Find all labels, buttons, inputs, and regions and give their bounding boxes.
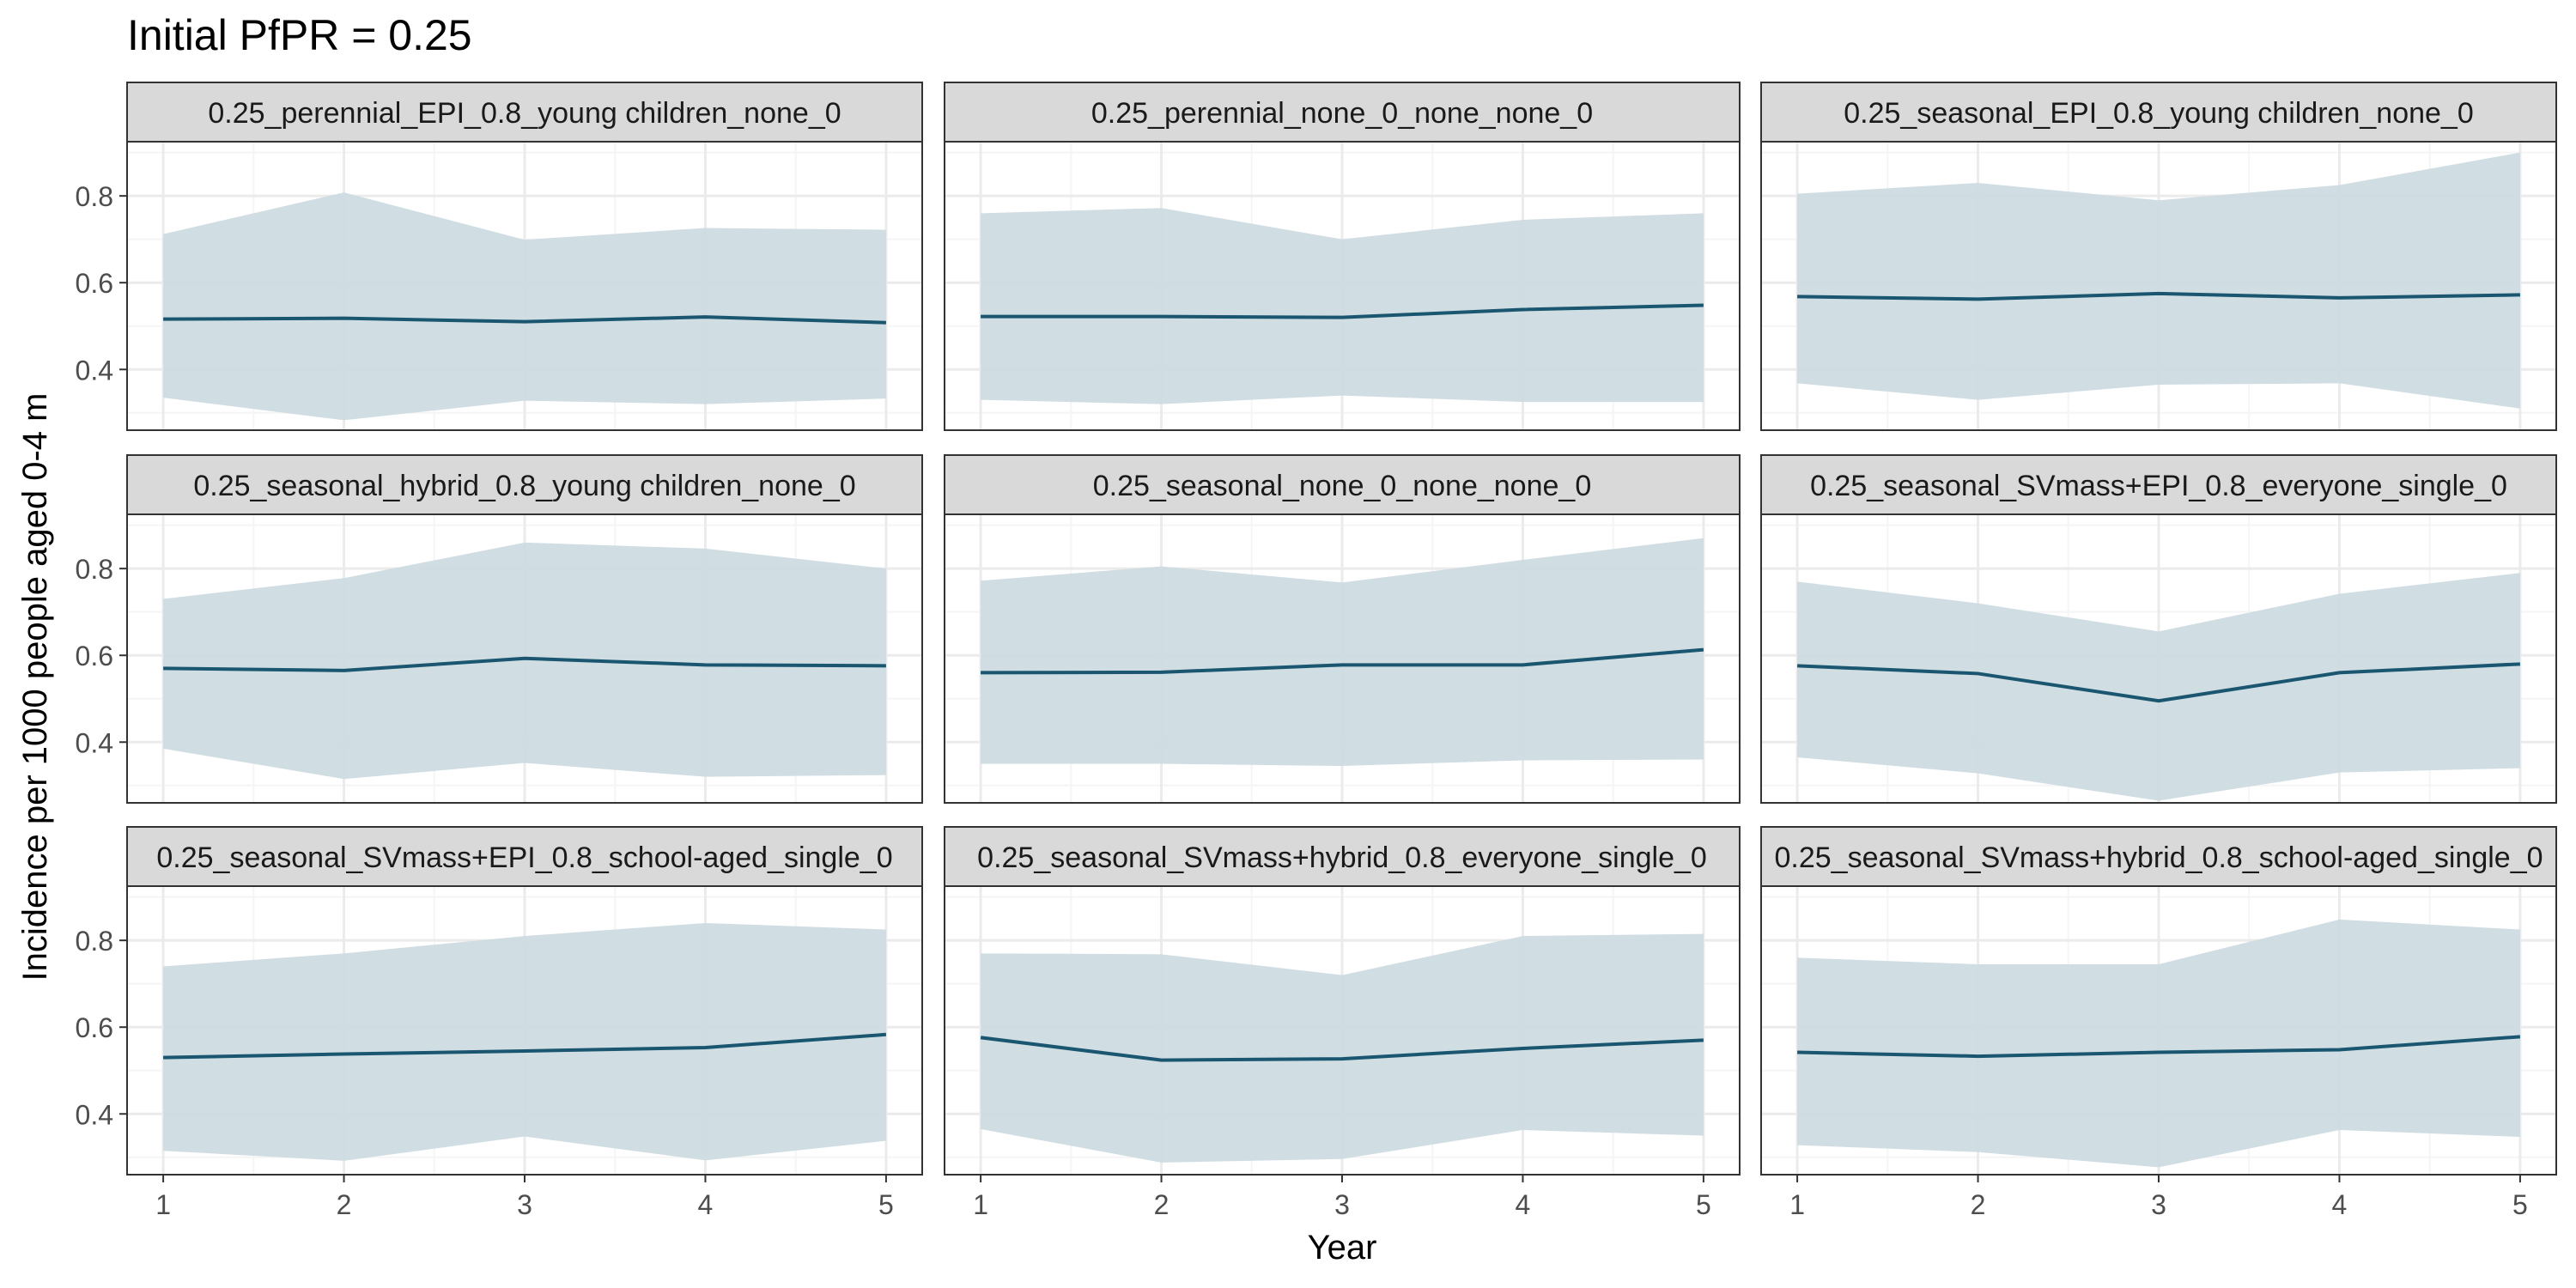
facet-strip-label: 0.25_perennial_EPI_0.8_young children_no…	[208, 97, 841, 130]
facet-panel: 0.25_seasonal_SVmass+EPI_0.8_everyone_si…	[1760, 454, 2557, 804]
facet-panel: 0.25_seasonal_none_0_none_none_0	[944, 454, 1741, 804]
y-tick-label: 0.8	[76, 926, 113, 957]
y-tick-label: 0.6	[76, 268, 113, 299]
x-tick-label: 2	[1971, 1189, 1986, 1220]
facet-panel: 0.25_seasonal_SVmass+EPI_0.8_school-aged…	[76, 826, 923, 1220]
facet-strip-label: 0.25_seasonal_SVmass+hybrid_0.8_school-a…	[1774, 841, 2543, 874]
confidence-ribbon	[163, 542, 886, 780]
x-tick-label: 4	[2332, 1189, 2348, 1220]
facet-strip-label: 0.25_seasonal_EPI_0.8_young children_non…	[1844, 97, 2474, 130]
facet-strip	[126, 454, 923, 515]
facet-strip-label: 0.25_seasonal_SVmass+EPI_0.8_everyone_si…	[1810, 470, 2507, 502]
x-tick-label: 3	[2151, 1189, 2166, 1220]
facet-strip-label: 0.25_seasonal_SVmass+hybrid_0.8_everyone…	[977, 841, 1707, 874]
facet-strip-label: 0.25_seasonal_none_0_none_none_0	[1093, 470, 1591, 502]
facet-strip	[944, 82, 1741, 143]
x-tick-label: 2	[337, 1189, 352, 1220]
facet-strip	[1760, 826, 2557, 887]
confidence-ribbon	[981, 538, 1704, 767]
facet-strip	[944, 826, 1741, 887]
x-tick-label: 4	[698, 1189, 714, 1220]
mean-line	[1797, 662, 2521, 703]
x-tick-label: 3	[1334, 1189, 1350, 1220]
facet-panel: 0.25_perennial_EPI_0.8_young children_no…	[76, 82, 923, 431]
confidence-ribbon	[981, 208, 1704, 404]
y-tick-label: 0.8	[76, 181, 113, 212]
facet-strip	[126, 82, 923, 143]
x-tick-label: 5	[878, 1189, 894, 1220]
confidence-ribbon	[1797, 152, 2520, 409]
confidence-ribbon	[1797, 573, 2520, 801]
confidence-ribbon	[1797, 919, 2520, 1168]
x-tick-label: 1	[973, 1189, 988, 1220]
x-tick-label: 1	[1789, 1189, 1805, 1220]
y-tick-label: 0.8	[76, 554, 113, 585]
facet-strip-label: 0.25_seasonal_hybrid_0.8_young children_…	[193, 470, 855, 502]
facet-panel: 0.25_seasonal_SVmass+hybrid_0.8_everyone…	[944, 826, 1741, 1220]
facet-panels: 0.25_perennial_EPI_0.8_young children_no…	[76, 82, 2557, 1220]
facet-panel: 0.25_perennial_none_0_none_none_0	[944, 82, 1741, 431]
mean-line	[163, 315, 886, 325]
facet-panel: 0.25_seasonal_hybrid_0.8_young children_…	[76, 454, 923, 804]
panel-border	[944, 513, 1741, 804]
y-axis-label: Incidence per 1000 people aged 0-4 m	[16, 393, 54, 981]
x-tick-label: 5	[1696, 1189, 1711, 1220]
facet-strip	[944, 454, 1741, 515]
panel-border	[126, 513, 923, 804]
y-tick-label: 0.4	[76, 355, 113, 386]
x-tick-label: 3	[517, 1189, 532, 1220]
chart-title: Initial PfPR = 0.25	[127, 11, 472, 59]
mean-line	[1797, 1035, 2521, 1059]
facet-strip	[1760, 454, 2557, 515]
confidence-ribbon	[163, 192, 886, 421]
facet-panel: 0.25_seasonal_SVmass+hybrid_0.8_school-a…	[1760, 826, 2557, 1220]
facet-strip-label: 0.25_seasonal_SVmass+EPI_0.8_school-aged…	[156, 841, 892, 874]
panel-border	[1760, 141, 2557, 431]
facet-strip	[1760, 82, 2557, 143]
y-tick-label: 0.4	[76, 1099, 113, 1130]
y-tick-label: 0.4	[76, 727, 113, 758]
panel-border	[1760, 513, 2557, 804]
panel-border	[944, 141, 1741, 431]
y-tick-label: 0.6	[76, 1012, 113, 1043]
mean-line	[1797, 291, 2520, 301]
mean-line	[981, 647, 1704, 675]
panel-border	[126, 141, 923, 431]
facet-strip-label: 0.25_perennial_none_0_none_none_0	[1091, 97, 1593, 130]
mean-line	[980, 1036, 1704, 1062]
facet-panel: 0.25_seasonal_EPI_0.8_young children_non…	[1760, 82, 2557, 431]
confidence-ribbon	[163, 922, 886, 1161]
x-tick-label: 1	[155, 1189, 171, 1220]
confidence-ribbon	[981, 933, 1704, 1163]
x-axis-label: Year	[1308, 1229, 1377, 1267]
facet-strip	[126, 826, 923, 887]
mean-line	[163, 656, 886, 672]
x-tick-label: 2	[1154, 1189, 1170, 1220]
mean-line	[163, 1032, 887, 1060]
y-tick-label: 0.6	[76, 641, 113, 671]
x-tick-label: 4	[1516, 1189, 1531, 1220]
x-tick-label: 5	[2512, 1189, 2528, 1220]
mean-line	[981, 303, 1704, 319]
